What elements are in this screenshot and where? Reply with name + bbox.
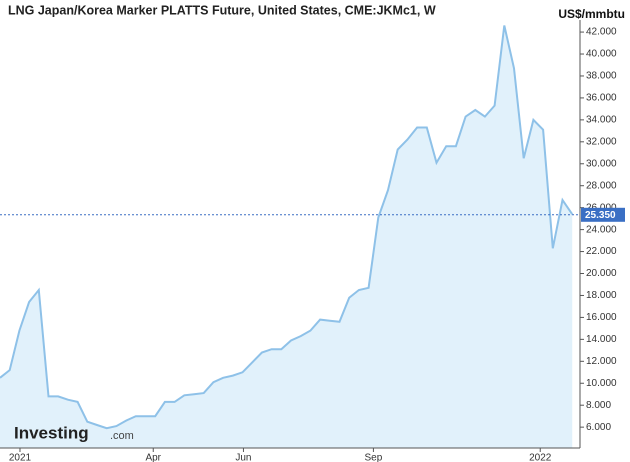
y-tick-label: 24.000 bbox=[586, 224, 617, 235]
chart-title: LNG Japan/Korea Marker PLATTS Future, Un… bbox=[8, 3, 436, 17]
y-tick-label: 20.000 bbox=[586, 268, 617, 279]
y-tick-label: 30.000 bbox=[586, 158, 617, 169]
y-tick-label: 12.000 bbox=[586, 356, 617, 367]
y-tick-label: 18.000 bbox=[586, 290, 617, 301]
last-price-label: 25.350 bbox=[585, 210, 616, 221]
x-tick-label: Jun bbox=[235, 453, 251, 462]
area-fill bbox=[0, 25, 573, 448]
y-tick-label: 22.000 bbox=[586, 246, 617, 257]
y-tick-label: 8.000 bbox=[586, 400, 611, 411]
watermark-suffix: .com bbox=[110, 430, 134, 442]
watermark: Investing bbox=[14, 423, 89, 442]
price-line bbox=[0, 25, 574, 430]
y-tick-label: 34.000 bbox=[586, 115, 617, 126]
y-tick-label: 36.000 bbox=[586, 93, 617, 104]
y-tick-label: 6.000 bbox=[586, 422, 611, 433]
y-axis-label: US$/mmbtu bbox=[558, 7, 625, 21]
x-tick-label: 2021 bbox=[9, 453, 32, 462]
y-tick-label: 32.000 bbox=[586, 136, 617, 147]
x-tick-label: Sep bbox=[365, 453, 383, 462]
y-tick-label: 38.000 bbox=[586, 71, 617, 82]
y-tick-label: 28.000 bbox=[586, 180, 617, 191]
x-tick-label: Apr bbox=[145, 453, 161, 462]
y-tick-label: 40.000 bbox=[586, 49, 617, 60]
y-tick-label: 14.000 bbox=[586, 334, 617, 345]
y-tick-label: 42.000 bbox=[586, 27, 617, 38]
y-tick-label: 10.000 bbox=[586, 378, 617, 389]
x-tick-label: 2022 bbox=[529, 453, 552, 462]
last-price-box bbox=[581, 207, 625, 222]
y-tick-label: 16.000 bbox=[586, 312, 617, 323]
